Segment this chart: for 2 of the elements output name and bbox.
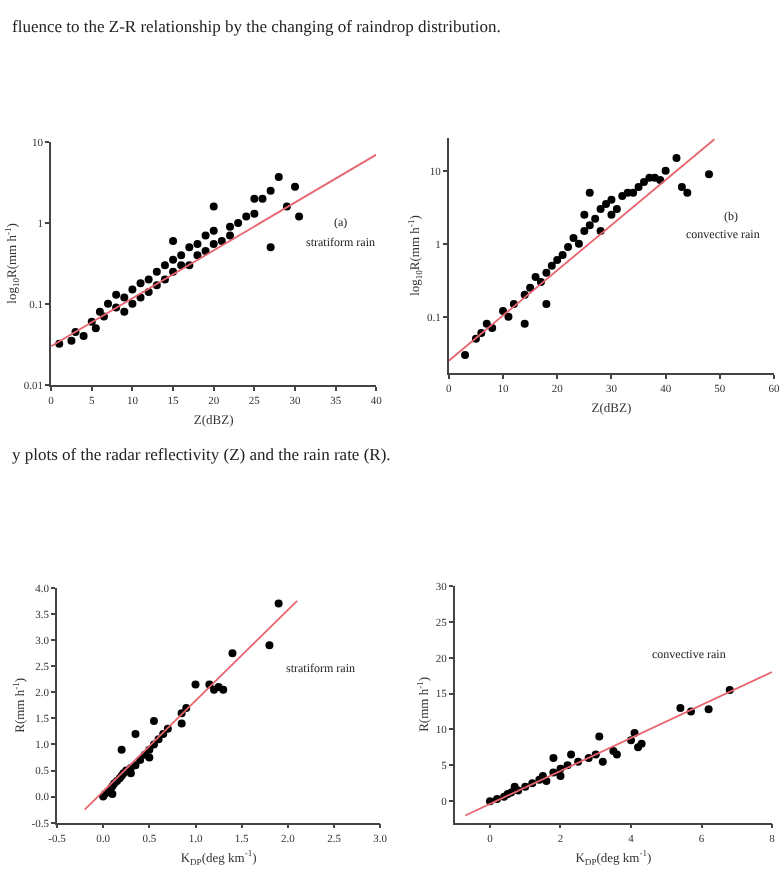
text: fluence to the Z-R relationship by the changing of raindrop distribution. — [12, 16, 501, 36]
text: y plots of the radar reflectivity (Z) and the rain rate (R). — [12, 444, 391, 464]
